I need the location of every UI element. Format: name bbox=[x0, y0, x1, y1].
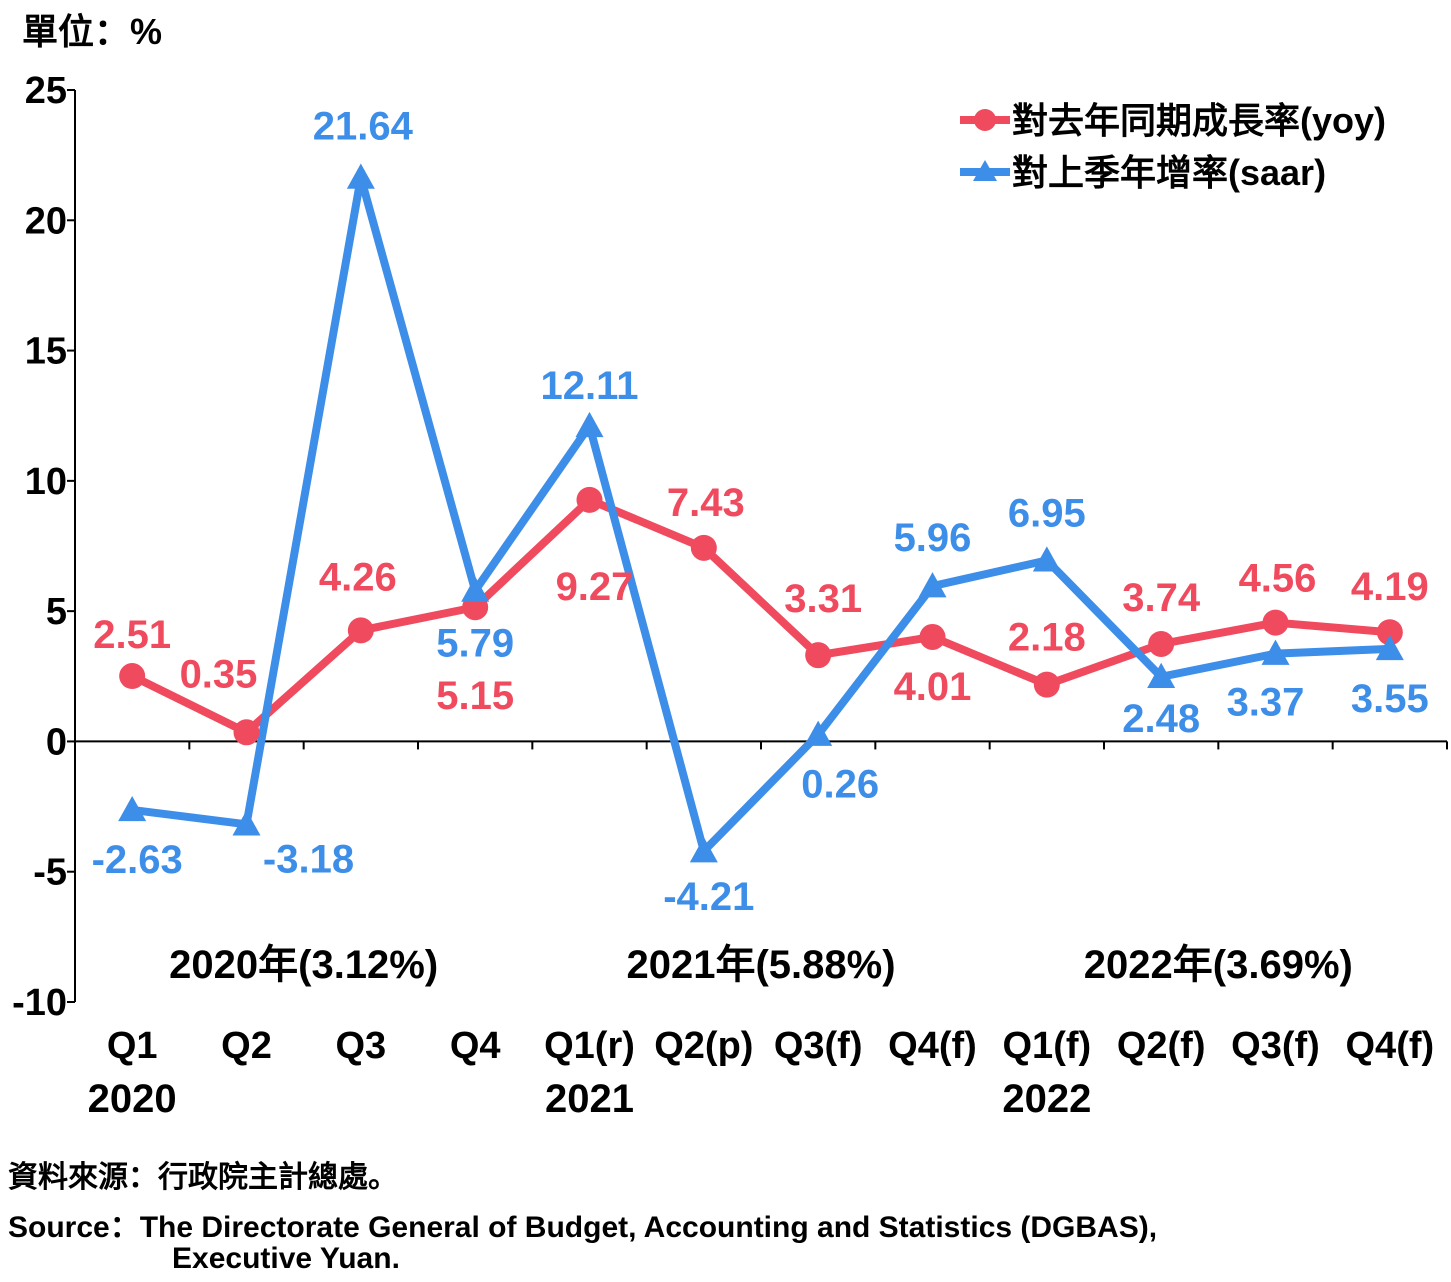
saar-point bbox=[689, 837, 718, 863]
yoy-data-label: 2.51 bbox=[93, 613, 171, 657]
saar-data-label: 5.79 bbox=[436, 622, 514, 666]
y-tick-label: 10 bbox=[25, 461, 67, 503]
yoy-series-line bbox=[130, 495, 1391, 738]
saar-data-label: 21.64 bbox=[313, 105, 414, 149]
yoy-point bbox=[1376, 619, 1403, 646]
x-tick-label: Q4(f) bbox=[888, 1025, 977, 1067]
saar-data-label: 0.26 bbox=[801, 763, 879, 807]
legend-marker bbox=[973, 160, 997, 181]
unit-label: 單位：% bbox=[22, 11, 162, 52]
x-tick-label: Q1 bbox=[107, 1025, 158, 1067]
saar-point bbox=[1375, 634, 1404, 661]
legend-label: 對去年同期成長率(yoy) bbox=[1012, 100, 1386, 141]
x-tick-label: Q1(r) bbox=[544, 1025, 635, 1067]
saar-point bbox=[232, 810, 261, 836]
saar-data-label: 2.48 bbox=[1122, 697, 1200, 741]
yoy-data-label: 3.74 bbox=[1122, 576, 1201, 620]
saar-data-label: 12.11 bbox=[541, 364, 639, 408]
x-tick-label: Q2(f) bbox=[1117, 1025, 1206, 1067]
yoy-point bbox=[805, 642, 832, 669]
saar-point bbox=[1147, 662, 1176, 689]
saar-data-label: 3.37 bbox=[1227, 681, 1305, 725]
yoy-data-label: 9.27 bbox=[556, 565, 634, 609]
yoy-point bbox=[690, 534, 717, 561]
saar-data-label: 5.96 bbox=[894, 516, 972, 560]
yoy-data-label: 3.31 bbox=[784, 577, 862, 621]
saar-point bbox=[346, 163, 375, 189]
saar-data-label: 6.95 bbox=[1008, 491, 1086, 535]
yoy-data-label: 4.01 bbox=[894, 665, 972, 709]
yoy-point bbox=[919, 623, 946, 650]
x-tick-label: Q1(f) bbox=[1003, 1025, 1092, 1067]
year-label: 2021 bbox=[545, 1077, 634, 1121]
year-label: 2022 bbox=[1002, 1077, 1091, 1121]
y-tick-label: 15 bbox=[25, 331, 67, 373]
saar-point bbox=[918, 572, 947, 598]
annual-growth-label: 2020年(3.12%) bbox=[169, 943, 438, 987]
y-tick-label: 25 bbox=[25, 70, 67, 112]
x-tick-label: Q2 bbox=[221, 1025, 272, 1067]
saar-point bbox=[804, 720, 833, 746]
x-tick-label: Q4 bbox=[450, 1025, 501, 1067]
yoy-data-label: 4.56 bbox=[1239, 557, 1317, 601]
y-tick-label: -10 bbox=[12, 982, 67, 1024]
saar-data-label: -2.63 bbox=[92, 838, 183, 882]
yoy-point bbox=[1033, 671, 1060, 698]
x-tick-label: Q3 bbox=[335, 1025, 386, 1067]
x-tick-label: Q3(f) bbox=[774, 1025, 863, 1067]
legend-label: 對上季年增率(saar) bbox=[1012, 152, 1326, 193]
y-tick-label: 5 bbox=[46, 591, 67, 633]
y-tick-label: 20 bbox=[25, 200, 67, 242]
saar-data-label: -3.18 bbox=[263, 837, 354, 881]
saar-data-label: 3.55 bbox=[1351, 677, 1429, 721]
x-tick-label: Q3(f) bbox=[1231, 1025, 1320, 1067]
source-en-line2: Executive Yuan. bbox=[172, 1242, 400, 1275]
source-en-line1: Source：The Directorate General of Budget… bbox=[8, 1211, 1158, 1244]
annual-growth-label: 2022年(3.69%) bbox=[1084, 943, 1353, 987]
x-tick-label: Q4(f) bbox=[1346, 1025, 1435, 1067]
year-label: 2020 bbox=[88, 1077, 177, 1121]
yoy-data-label: 0.35 bbox=[180, 652, 258, 696]
yoy-data-label: 4.19 bbox=[1351, 565, 1429, 609]
yoy-data-label: 5.15 bbox=[436, 674, 514, 718]
yoy-point bbox=[347, 617, 374, 644]
source-zh: 資料來源：行政院主計總處。 bbox=[8, 1161, 398, 1194]
yoy-point bbox=[233, 719, 260, 746]
y-tick-label: -5 bbox=[33, 852, 67, 894]
yoy-point bbox=[576, 486, 603, 513]
saar-data-label: -4.21 bbox=[663, 875, 754, 919]
yoy-point bbox=[1262, 609, 1289, 636]
yoy-data-label: 4.26 bbox=[319, 555, 397, 599]
legend-marker bbox=[974, 109, 996, 131]
saar-point bbox=[575, 411, 604, 438]
annual-growth-label: 2021年(5.88%) bbox=[626, 943, 895, 987]
y-tick-label: 0 bbox=[46, 721, 67, 763]
saar-point bbox=[118, 795, 147, 822]
yoy-point bbox=[1148, 630, 1175, 657]
line-chart: 單位：% 25 20 15 10 5 0 -5 -10 Q1 Q2 Q3 Q4 Q1(r) Q2(p) Q3(… bbox=[12, 11, 1448, 1121]
x-tick-label: Q2(p) bbox=[654, 1025, 753, 1067]
saar-point bbox=[461, 576, 490, 602]
saar-point bbox=[1261, 639, 1290, 665]
saar-series-line bbox=[131, 176, 1390, 859]
saar-point bbox=[1032, 546, 1061, 572]
yoy-point bbox=[119, 663, 146, 690]
yoy-data-label: 2.18 bbox=[1008, 616, 1086, 660]
yoy-data-label: 7.43 bbox=[667, 481, 745, 525]
